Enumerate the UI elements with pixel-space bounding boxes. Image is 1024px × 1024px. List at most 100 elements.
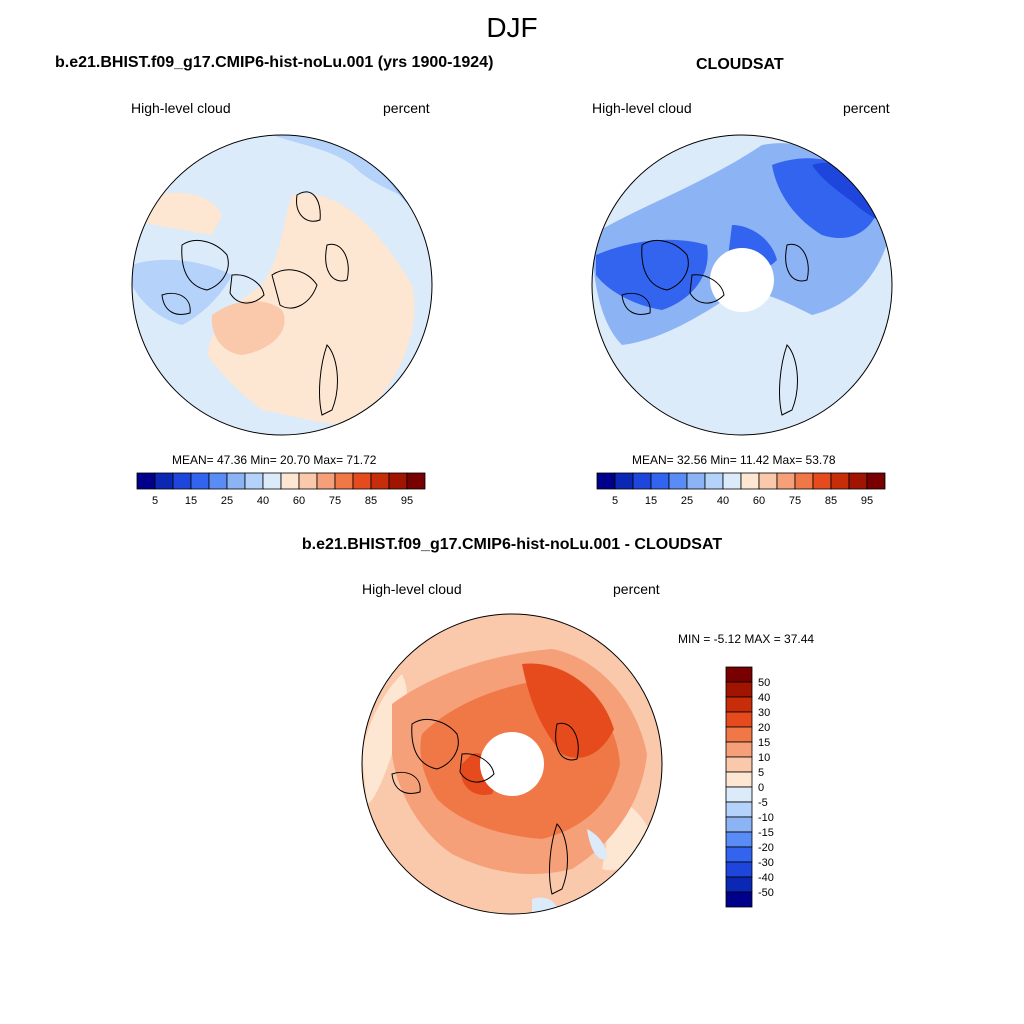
diff-colorbar-box xyxy=(725,711,753,728)
model-colorbar-box xyxy=(280,472,300,490)
model-cool-region-n xyxy=(272,135,422,205)
obs-colorbar-box xyxy=(776,472,796,490)
model-colorbar: 5 15 25 40 60 75 85 95 xyxy=(136,472,426,506)
model-colorbar-box xyxy=(190,472,210,490)
diff-colorbar-tick-label: -5 xyxy=(758,797,768,809)
diff-colorbar-box xyxy=(725,861,753,878)
diff-colorbar-box xyxy=(725,666,753,683)
model-colorbar-tick-label: 60 xyxy=(293,495,305,506)
model-colorbar-box xyxy=(388,472,408,490)
obs-colorbar-tick-label: 5 xyxy=(612,495,618,506)
model-map-border xyxy=(131,134,433,436)
obs-colorbar-box xyxy=(758,472,778,490)
diff-colorbar-tick-label: -30 xyxy=(758,857,774,869)
diff-colorbar-tick-label: -20 xyxy=(758,842,774,854)
obs-stats: MEAN= 32.56 Min= 11.42 Max= 53.78 xyxy=(632,453,836,467)
diff-colorbar-tick-label: 40 xyxy=(758,692,770,704)
diff-colorbar-box xyxy=(725,696,753,713)
diff-colorbar-box xyxy=(725,891,753,908)
model-colorbar-tick-label: 85 xyxy=(365,495,377,506)
obs-polar-map xyxy=(591,134,893,436)
diff-colorbar-box xyxy=(725,771,753,788)
obs-colorbar-tick-label: 95 xyxy=(861,495,873,506)
diff-coastlines xyxy=(391,719,579,895)
obs-colorbar-box xyxy=(650,472,670,490)
model-colorbar-box xyxy=(262,472,282,490)
obs-colorbar-box xyxy=(632,472,652,490)
diff-colorbar-tick-label: 10 xyxy=(758,752,770,764)
diff-colorbar-box xyxy=(725,801,753,818)
diff-colorbar-tick-label: 20 xyxy=(758,722,770,734)
obs-colorbar-tick-label: 60 xyxy=(753,495,765,506)
model-colorbar-tick-label: 75 xyxy=(329,495,341,506)
model-coastlines xyxy=(161,191,349,416)
model-panel-title: b.e21.BHIST.f09_g17.CMIP6-hist-noLu.001 … xyxy=(55,54,494,71)
diff-units-label: percent xyxy=(613,581,660,597)
diff-variable-label: High-level cloud xyxy=(362,581,462,597)
model-cool-region-w xyxy=(132,259,232,325)
model-polar-map xyxy=(131,134,433,436)
model-colorbar-box xyxy=(208,472,228,490)
model-colorbar-box xyxy=(226,472,246,490)
diff-colorbar-tick-label: -50 xyxy=(758,887,774,899)
obs-colorbar-tick-label: 40 xyxy=(717,495,729,506)
figure-title: DJF xyxy=(486,12,538,43)
obs-colorbar-box xyxy=(722,472,742,490)
diff-colorbar-tick-label: 5 xyxy=(758,767,764,779)
obs-colorbar-box xyxy=(704,472,724,490)
model-colorbar-box xyxy=(370,472,390,490)
obs-colorbar-box xyxy=(740,472,760,490)
diff-data-gap xyxy=(480,732,544,796)
diff-colorbar-tick-label: 0 xyxy=(758,782,764,794)
model-colorbar-tick-label: 25 xyxy=(221,495,233,506)
diff-colorbar-box xyxy=(725,741,753,758)
obs-colorbar: 5 15 25 40 60 75 85 95 xyxy=(596,472,886,506)
model-stats: MEAN= 47.36 Min= 20.70 Max= 71.72 xyxy=(172,453,377,467)
diff-colorbar-box xyxy=(725,876,753,893)
model-colorbar-box xyxy=(154,472,174,490)
diff-colorbar-tick-label: 30 xyxy=(758,707,770,719)
obs-data-gap xyxy=(710,248,774,312)
obs-colorbar-box xyxy=(812,472,832,490)
model-colorbar-tick-label: 15 xyxy=(185,495,197,506)
obs-colorbar-tick-label: 85 xyxy=(825,495,837,506)
obs-colorbar-box xyxy=(668,472,688,490)
obs-colorbar-tick-label: 15 xyxy=(645,495,657,506)
obs-colorbar-box xyxy=(830,472,850,490)
model-peak-region xyxy=(211,300,285,355)
diff-stats: MIN = -5.12 MAX = 37.44 xyxy=(678,632,815,646)
diff-colorbar-box xyxy=(725,726,753,743)
diff-colorbar-tick-label: 50 xyxy=(758,677,770,689)
model-variable-label: High-level cloud xyxy=(131,100,231,116)
model-colorbar-box xyxy=(136,472,156,490)
diff-colorbar-tick-label: 15 xyxy=(758,737,770,749)
model-colorbar-box xyxy=(244,472,264,490)
obs-colorbar-box xyxy=(794,472,814,490)
diff-colorbar-tick-label: -10 xyxy=(758,812,774,824)
obs-colorbar-box xyxy=(866,472,886,490)
diff-colorbar-box xyxy=(725,846,753,863)
model-colorbar-box xyxy=(316,472,336,490)
model-units-label: percent xyxy=(383,100,430,116)
obs-colorbar-box xyxy=(686,472,706,490)
obs-panel-title: CLOUDSAT xyxy=(696,56,784,73)
diff-colorbar-tick-label: -40 xyxy=(758,872,774,884)
model-colorbar-box xyxy=(352,472,372,490)
diff-map-border xyxy=(361,613,663,915)
diff-colorbar-tick-label: -15 xyxy=(758,827,774,839)
diff-panel-title: b.e21.BHIST.f09_g17.CMIP6-hist-noLu.001 … xyxy=(301,536,723,553)
obs-cool-region-strong xyxy=(596,158,882,310)
model-colorbar-box xyxy=(172,472,192,490)
obs-colorbar-tick-label: 25 xyxy=(681,495,693,506)
model-colorbar-box xyxy=(334,472,354,490)
diff-colorbar-box xyxy=(725,786,753,803)
obs-map-border xyxy=(591,134,893,436)
model-warm-region-center xyxy=(207,193,415,425)
diff-colorbar-box xyxy=(725,756,753,773)
diff-colorbar-box xyxy=(725,816,753,833)
obs-colorbar-box xyxy=(848,472,868,490)
model-colorbar-box xyxy=(298,472,318,490)
obs-colorbar-tick-label: 75 xyxy=(789,495,801,506)
obs-colorbar-box xyxy=(614,472,634,490)
